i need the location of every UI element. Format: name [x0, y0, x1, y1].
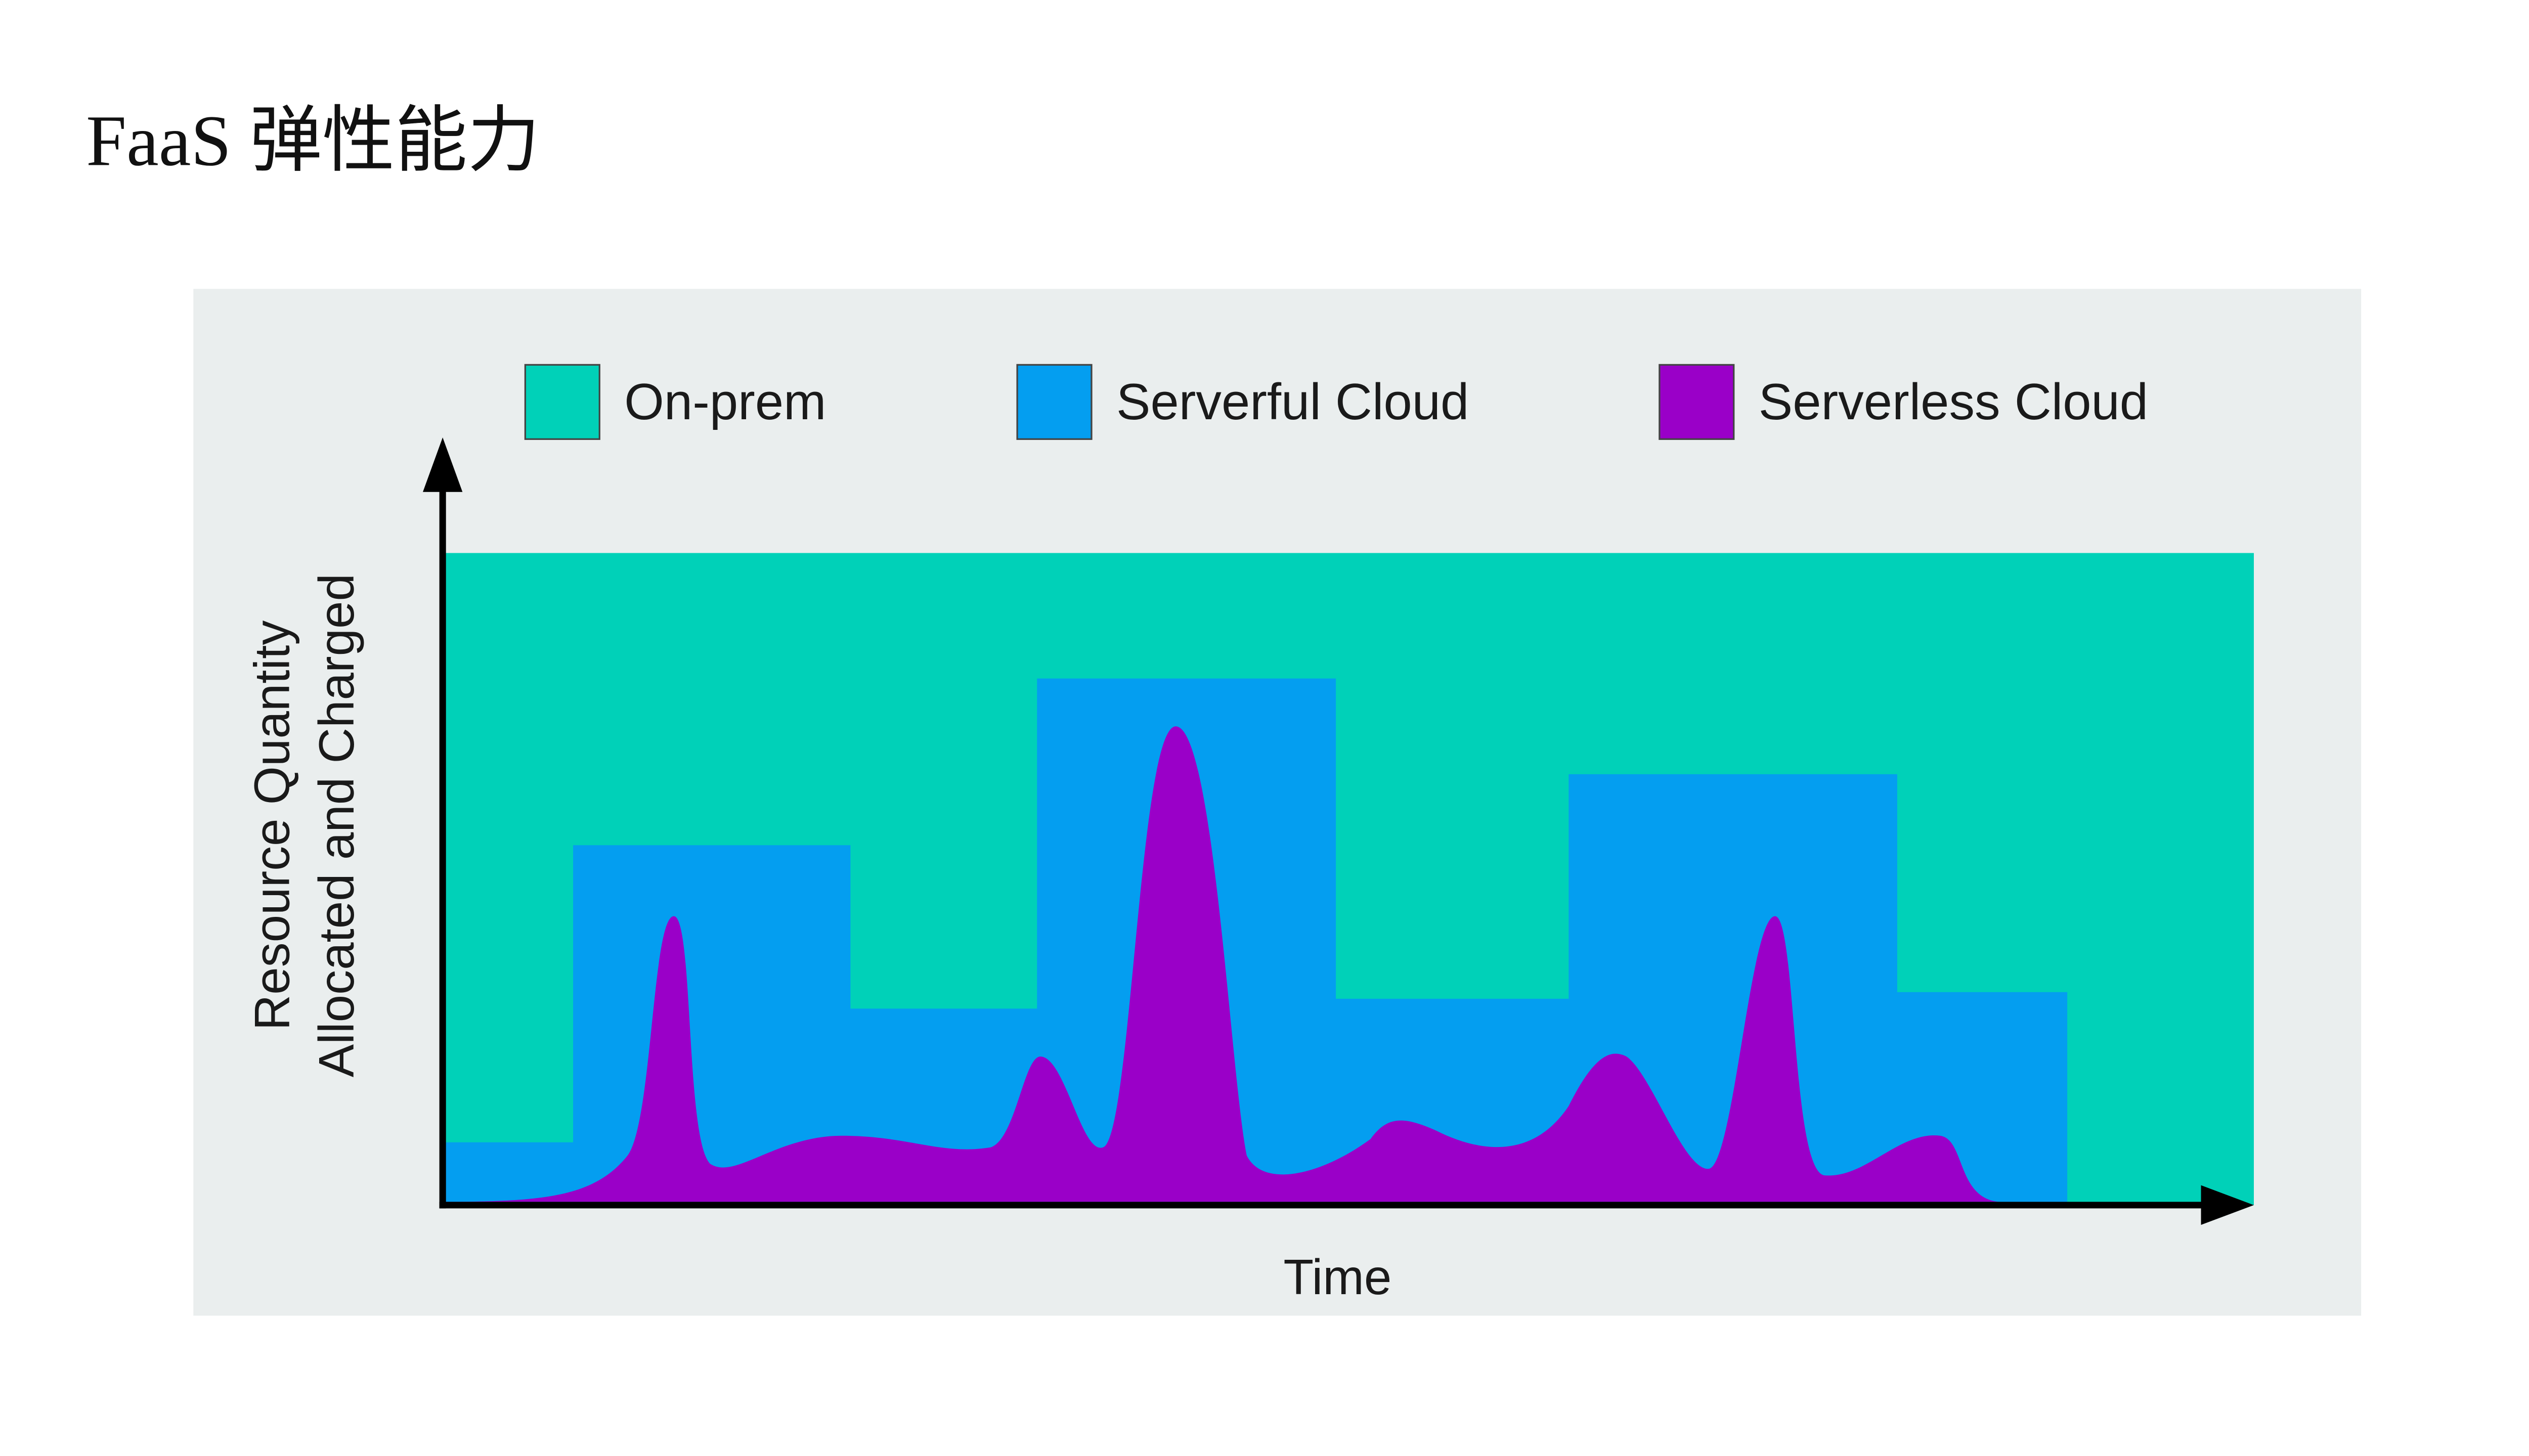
legend-label: Serverless Cloud: [1759, 373, 2148, 430]
legend-swatch: [524, 364, 600, 440]
figure: On-prem Serverful Cloud Serverless Cloud…: [193, 289, 2362, 1316]
legend-swatch: [1016, 364, 1093, 440]
x-axis-label: Time: [1283, 1249, 1391, 1305]
legend-swatch: [1659, 364, 1735, 440]
legend-label: Serverful Cloud: [1116, 373, 1469, 430]
y-axis-arrow: [423, 437, 463, 492]
legend-label: On-prem: [624, 373, 826, 430]
serverful-area: [443, 678, 2068, 1205]
slide-title: FaaS 弹性能力: [86, 101, 540, 181]
x-axis-arrow: [2201, 1185, 2254, 1225]
y-axis-label: Resource Quantity: [244, 621, 300, 1031]
y-axis-label: Allocated and Charged: [309, 573, 364, 1077]
serverless-area: [443, 726, 1998, 1202]
